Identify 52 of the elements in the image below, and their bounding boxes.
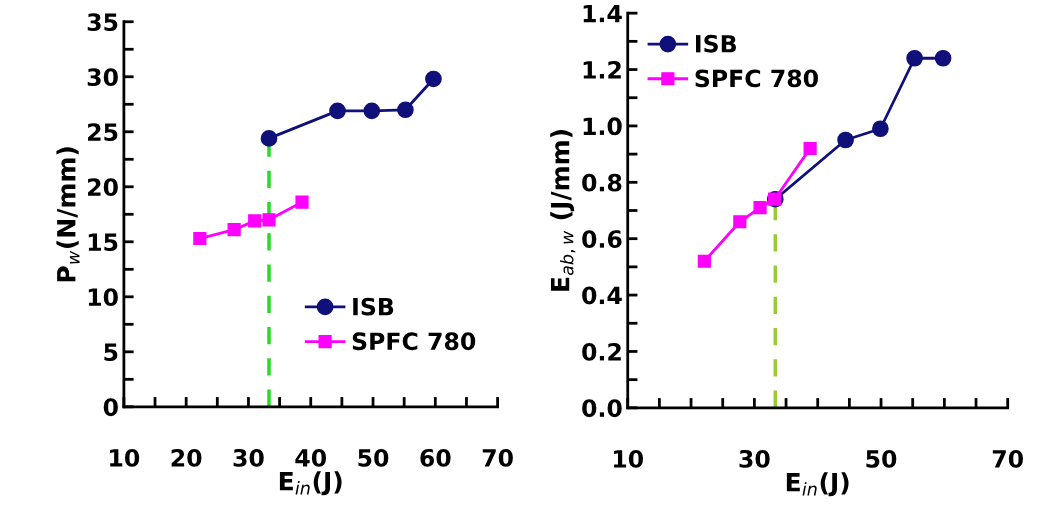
point (262, 213, 276, 227)
y-tick-label: 15 (88, 233, 118, 252)
y-tick-label: 0.8 (582, 173, 622, 192)
point (872, 120, 889, 138)
y-tick-label: 20 (88, 178, 118, 197)
point (260, 130, 278, 147)
point (803, 141, 817, 156)
x-tick-label: 30 (233, 448, 264, 467)
y-tick-label: 25 (88, 123, 118, 142)
legend-label: SPFC 780 (352, 332, 476, 351)
point (227, 223, 241, 237)
y-tick-label: 0.6 (582, 230, 622, 248)
y-tick-label: 1.0 (583, 117, 622, 136)
point (934, 49, 952, 67)
x-tick-label: 70 (482, 448, 513, 467)
point (363, 102, 381, 120)
y-tick-label: 35 (87, 13, 118, 32)
point (753, 201, 767, 215)
point (697, 254, 711, 268)
x-tick-label: 50 (866, 449, 897, 468)
x-tick-label: 50 (358, 448, 389, 467)
point (397, 101, 414, 119)
x-tick-label: 60 (420, 448, 451, 467)
y-tick-label: 0 (103, 398, 118, 417)
y-axis-title: P$_{w}$(N/mm) (56, 147, 80, 282)
x-axis-title: E$_{in}$(J) (786, 472, 849, 497)
y-axis-title: E$_{ab,w}$ (J/mm) (550, 130, 576, 291)
point (733, 215, 747, 229)
point (837, 131, 854, 149)
x-axis-title: E$_{in}$(J) (279, 471, 342, 496)
point (193, 231, 207, 246)
point (906, 49, 923, 67)
y-tick-label: 5 (104, 343, 118, 362)
y-tick-label: 1.4 (583, 4, 622, 23)
point (329, 102, 346, 120)
x-tick-label: 20 (171, 448, 202, 467)
legend-label: ISB (353, 297, 394, 316)
x-tick-label: 10 (613, 449, 644, 468)
y-tick-label: 30 (87, 68, 118, 87)
x-tick-label: 70 (992, 449, 1023, 468)
x-tick-label: 40 (295, 448, 327, 467)
point (248, 214, 262, 228)
legend-label: SPFC 780 (695, 69, 818, 88)
y-tick-label: 0.0 (582, 399, 622, 418)
y-tick-label: 0.4 (582, 286, 622, 305)
y-tick-label: 1.2 (583, 60, 621, 79)
y-tick-label: 0.2 (582, 342, 621, 361)
legend-label: ISB (696, 34, 736, 53)
point (295, 195, 309, 209)
x-tick-label: 30 (739, 449, 770, 468)
y-tick-label: 10 (88, 288, 118, 307)
point (425, 70, 442, 88)
